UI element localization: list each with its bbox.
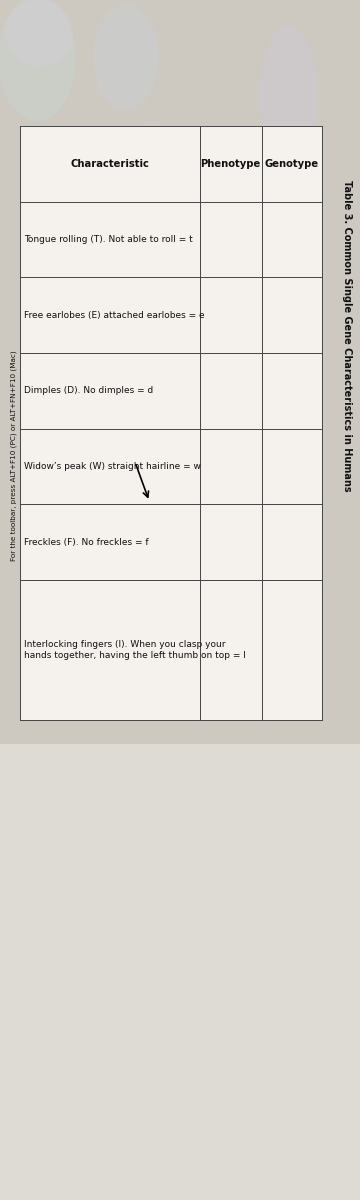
Text: Dimples (D). No dimples = d: Dimples (D). No dimples = d (24, 386, 153, 395)
Ellipse shape (28, 524, 59, 604)
Text: Interlocking fingers (I). When you clasp your
hands together, having the left th: Interlocking fingers (I). When you clasp… (24, 640, 246, 660)
Bar (20, 126, 322, 720)
Ellipse shape (176, 150, 206, 290)
Ellipse shape (130, 120, 169, 217)
Ellipse shape (159, 632, 218, 697)
Text: Freckles (F). No freckles = f: Freckles (F). No freckles = f (24, 538, 149, 547)
Ellipse shape (95, 473, 165, 554)
Ellipse shape (70, 202, 115, 300)
Ellipse shape (74, 586, 138, 676)
Text: Genotype: Genotype (265, 158, 319, 169)
Bar (0, 0, 360, 744)
Ellipse shape (81, 269, 117, 394)
Text: For the toolbar, press ALT+F10 (PC) or ALT+FN+F10 (Mac): For the toolbar, press ALT+F10 (PC) or A… (10, 350, 17, 562)
Text: Characteristic: Characteristic (70, 158, 149, 169)
Ellipse shape (0, 0, 76, 121)
Ellipse shape (172, 560, 216, 644)
Text: Tongue rolling (T). Not able to roll = t: Tongue rolling (T). Not able to roll = t (24, 235, 193, 244)
Ellipse shape (80, 305, 131, 382)
Ellipse shape (47, 526, 79, 656)
Ellipse shape (6, 0, 73, 66)
Text: Table 3. Common Single Gene Characteristics in Humans: Table 3. Common Single Gene Characterist… (342, 180, 352, 492)
Ellipse shape (136, 510, 214, 632)
Ellipse shape (239, 521, 277, 586)
Text: Phenotype: Phenotype (201, 158, 261, 169)
Ellipse shape (259, 26, 318, 163)
Ellipse shape (38, 295, 68, 431)
Text: Free earlobes (E) attached earlobes = e: Free earlobes (E) attached earlobes = e (24, 311, 205, 319)
Bar (0, 744, 360, 1200)
Ellipse shape (93, 5, 159, 110)
Text: Widow’s peak (W) straight hairline = w: Widow’s peak (W) straight hairline = w (24, 462, 201, 472)
